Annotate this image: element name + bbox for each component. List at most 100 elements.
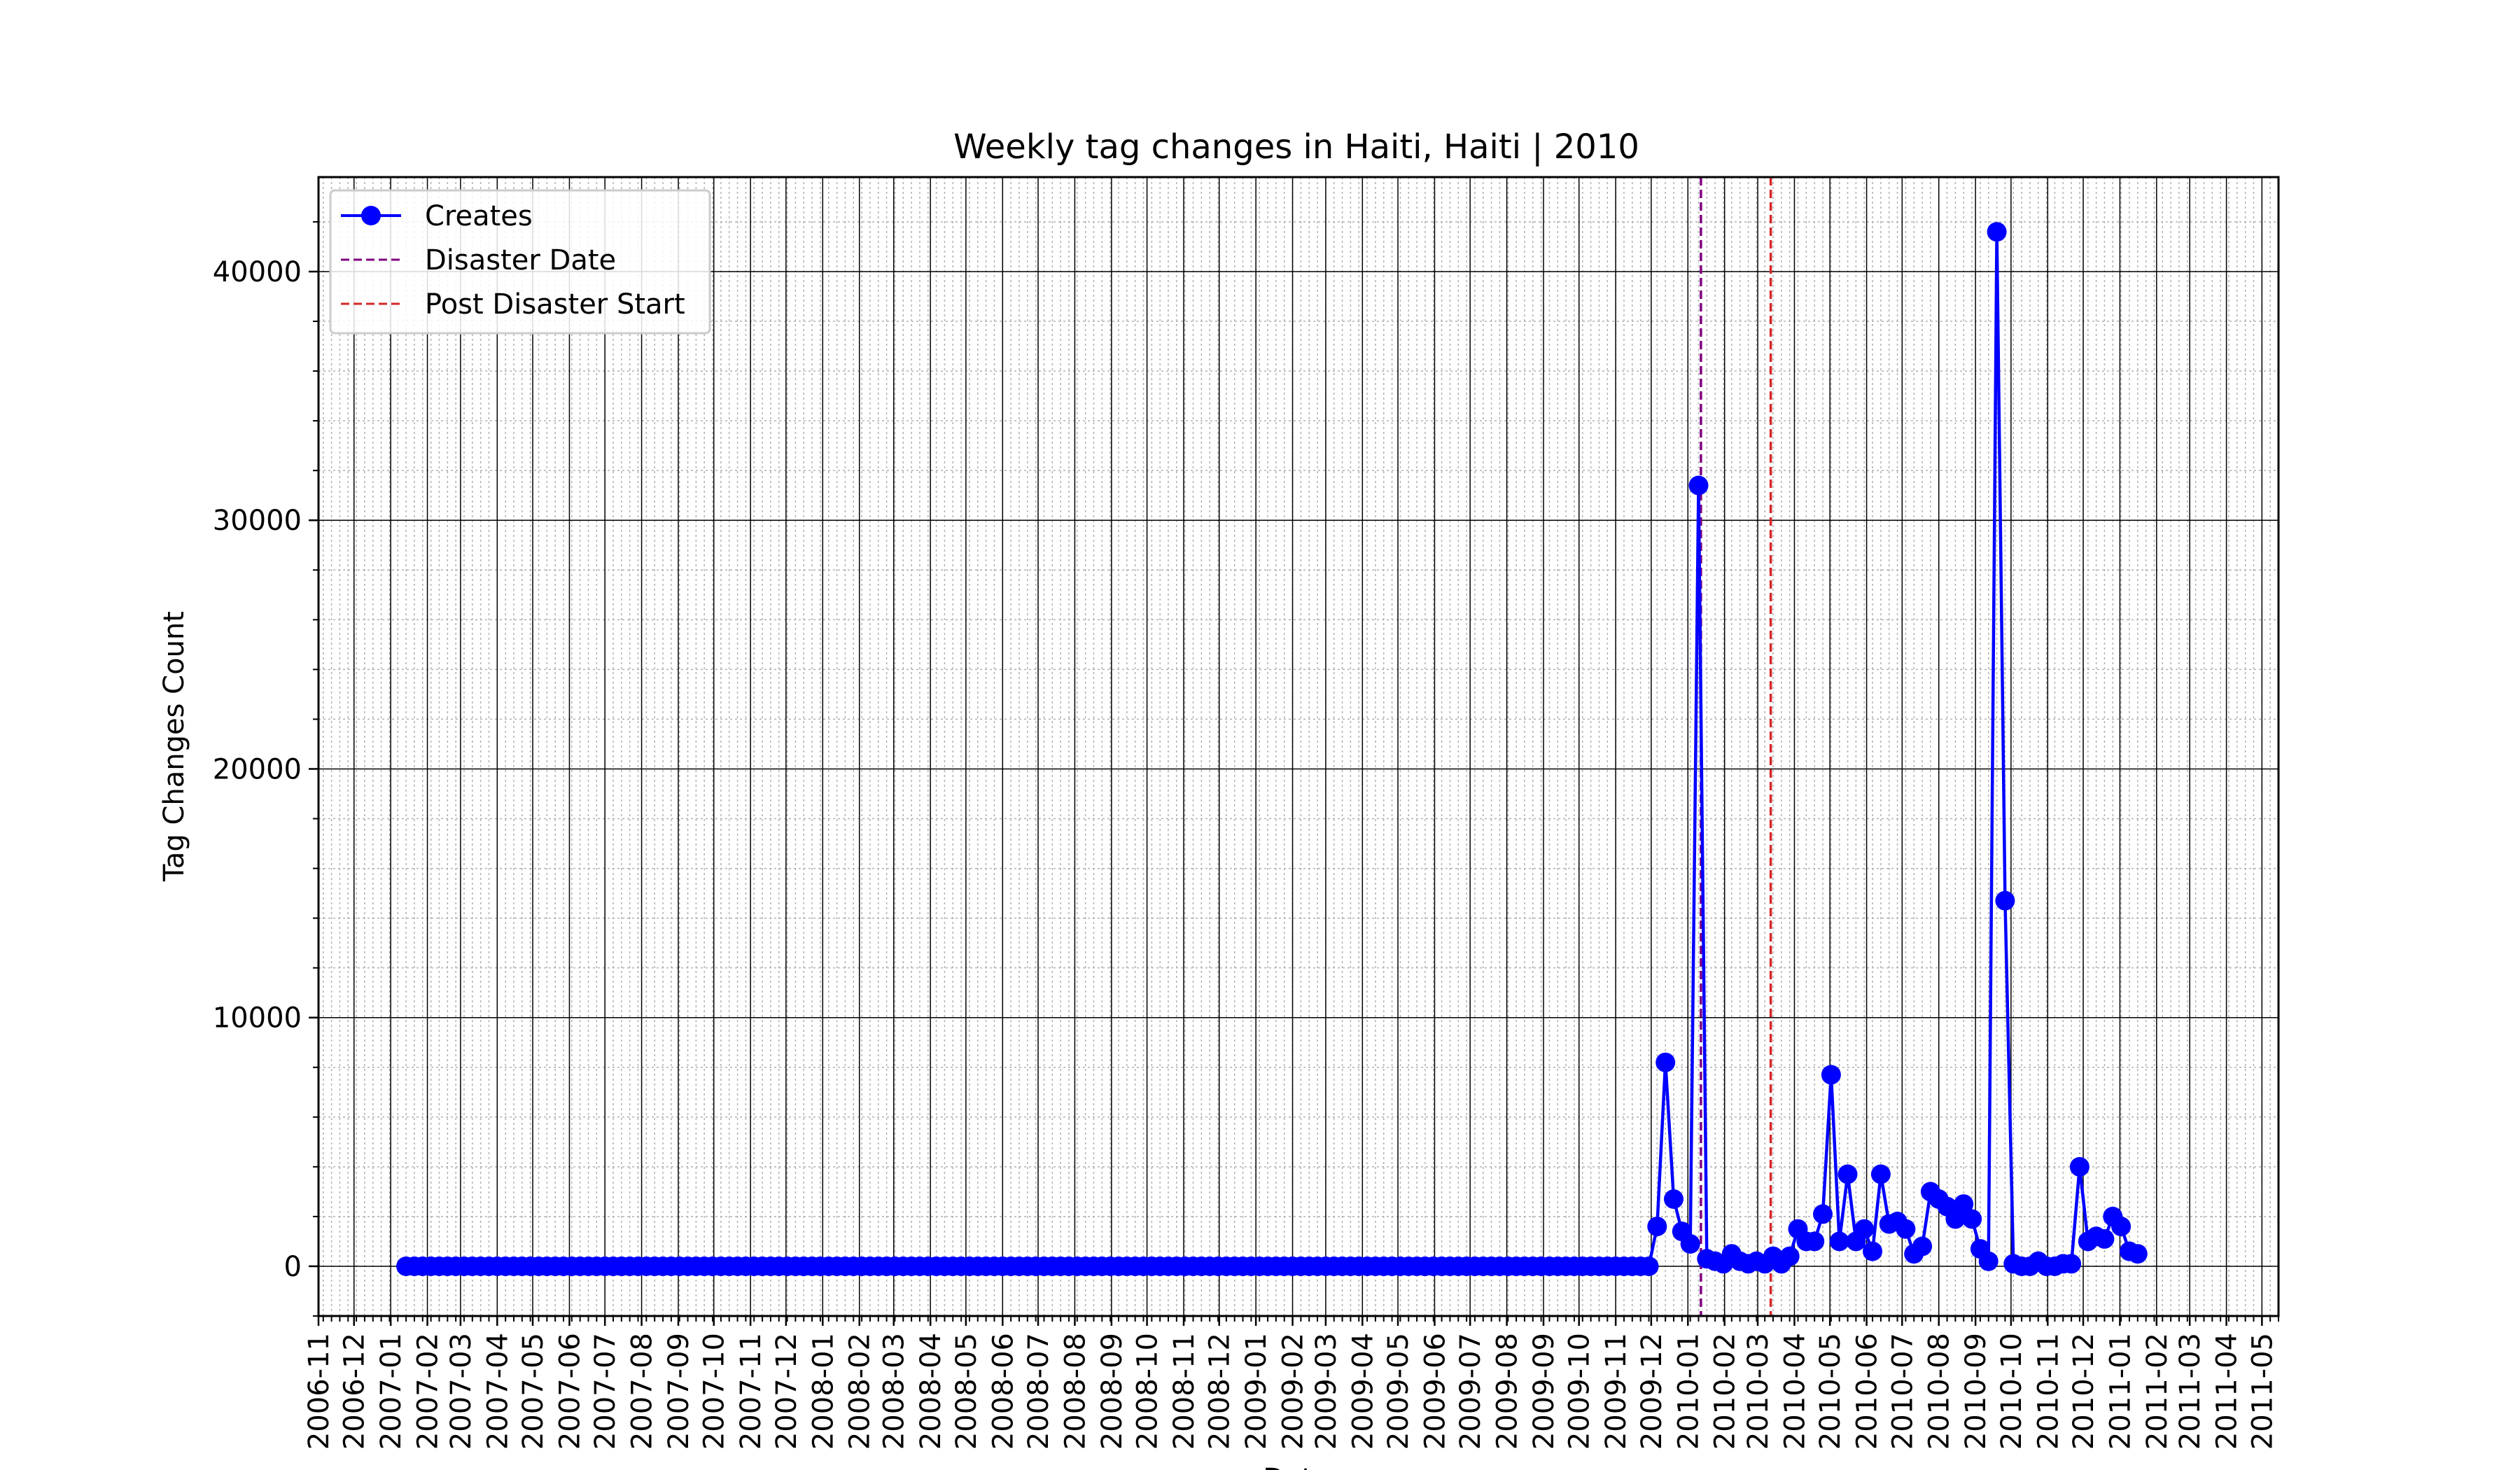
- data-point: [1805, 1231, 1825, 1252]
- data-point: [1995, 890, 2015, 911]
- x-tick-label: 2011-03: [2174, 1333, 2206, 1450]
- x-tick-label: 2009-03: [1310, 1333, 1343, 1450]
- x-tick-label: 2009-06: [1419, 1333, 1451, 1450]
- data-point: [2094, 1228, 2115, 1249]
- legend-creates-label: Creates: [425, 200, 533, 232]
- data-point: [1779, 1246, 1800, 1266]
- series-creates: [396, 222, 2148, 1276]
- x-tick-label: 2007-10: [699, 1333, 731, 1450]
- x-tick-label: 2008-07: [1023, 1333, 1055, 1450]
- y-tick-label: 30000: [213, 505, 302, 537]
- x-tick-label: 2009-05: [1382, 1333, 1415, 1450]
- x-tick-label: 2009-11: [1600, 1333, 1632, 1450]
- x-tick-label: 2006-11: [303, 1333, 335, 1450]
- x-tick-label: 2010-08: [1924, 1333, 1956, 1450]
- x-tick-label: 2009-07: [1455, 1333, 1487, 1450]
- x-tick-label: 2010-10: [1996, 1333, 2028, 1450]
- axis-ticks: 2006-11 2006-12 2007-01 2007-02 2007-03 2007-…: [213, 220, 2279, 1450]
- x-tick-label: 2007-06: [554, 1333, 586, 1450]
- x-tick-label: 2010-03: [1742, 1333, 1774, 1450]
- data-point: [1680, 1234, 1700, 1254]
- y-axis-label: Tag Changes Count: [158, 611, 190, 882]
- data-point: [1987, 222, 2007, 242]
- chart-title: Weekly tag changes in Haiti, Haiti | 201…: [953, 127, 1639, 167]
- x-tick-label: 2007-09: [663, 1333, 695, 1450]
- x-tick-label: 2007-12: [771, 1333, 803, 1450]
- x-tick-label: 2009-08: [1492, 1333, 1524, 1450]
- data-point: [1912, 1236, 1933, 1256]
- data-point: [2062, 1254, 2082, 1274]
- x-tick-label: 2010-06: [1851, 1333, 1884, 1450]
- legend-disaster-label: Disaster Date: [425, 244, 616, 276]
- x-tick-label: 2009-04: [1347, 1333, 1379, 1450]
- x-tick-label: 2006-12: [339, 1333, 371, 1450]
- x-tick-label: 2011-04: [2211, 1333, 2244, 1450]
- x-tick-label: 2008-02: [844, 1333, 876, 1450]
- data-point: [1688, 475, 1709, 496]
- x-tick-label: 2011-02: [2141, 1333, 2174, 1450]
- x-tick-label: 2010-01: [1672, 1333, 1704, 1450]
- data-point: [1954, 1194, 1974, 1214]
- x-tick-label: 2011-05: [2246, 1333, 2278, 1450]
- data-point: [1829, 1231, 1849, 1252]
- x-tick-label: 2010-07: [1886, 1333, 1919, 1450]
- x-tick-label: 2009-12: [1636, 1333, 1668, 1450]
- x-tick-label: 2009-10: [1564, 1333, 1596, 1450]
- data-point: [1962, 1209, 1982, 1229]
- x-tick-label: 2008-08: [1059, 1333, 1091, 1450]
- legend-post-disaster-label: Post Disaster Start: [425, 288, 685, 321]
- data-point: [1821, 1065, 1841, 1085]
- grid-lines: [318, 177, 2279, 1317]
- x-tick-label: 2008-06: [987, 1333, 1019, 1450]
- x-tick-label: 2007-08: [626, 1333, 659, 1450]
- data-point: [2127, 1244, 2148, 1264]
- x-tick-label: 2007-07: [589, 1333, 622, 1450]
- data-point: [1863, 1241, 1882, 1261]
- x-tick-label: 2007-01: [375, 1333, 407, 1450]
- x-tick-label: 2010-05: [1814, 1333, 1847, 1450]
- x-tick-label: 2007-11: [735, 1333, 767, 1450]
- x-tick-label: 2008-03: [878, 1333, 911, 1450]
- x-tick-label: 2007-02: [412, 1333, 444, 1450]
- y-tick-label: 0: [284, 1251, 302, 1283]
- x-tick-label: 2008-05: [951, 1333, 983, 1450]
- y-tick-label: 10000: [213, 1002, 302, 1035]
- data-point: [1896, 1219, 1916, 1239]
- x-tick-label: 2008-09: [1096, 1333, 1128, 1450]
- plot-frame: [317, 176, 2280, 1317]
- data-point: [2069, 1156, 2090, 1177]
- x-tick-label: 2009-09: [1528, 1333, 1560, 1450]
- x-tick-label: 2010-09: [1960, 1333, 1992, 1450]
- x-tick-label: 2008-04: [915, 1333, 947, 1450]
- x-tick-label: 2010-04: [1779, 1333, 1811, 1450]
- data-point: [1813, 1204, 1833, 1224]
- legend-frame: [329, 189, 711, 335]
- x-tick-label: 2008-10: [1132, 1333, 1164, 1450]
- x-tick-label: 2008-11: [1168, 1333, 1200, 1450]
- x-tick-label: 2010-11: [2032, 1333, 2064, 1450]
- data-point: [2111, 1217, 2132, 1237]
- data-point: [1945, 1209, 1966, 1229]
- x-tick-label: 2008-12: [1204, 1333, 1236, 1450]
- x-tick-label: 2009-02: [1278, 1333, 1310, 1450]
- x-tick-label: 2009-01: [1240, 1333, 1273, 1450]
- y-tick-label: 20000: [213, 753, 302, 785]
- x-axis-label: Date: [1263, 1463, 1330, 1470]
- data-point: [1647, 1217, 1667, 1237]
- event-lines: [1700, 177, 1772, 1316]
- data-point: [1978, 1251, 1998, 1271]
- data-point: [1854, 1219, 1875, 1239]
- data-point: [1656, 1052, 1676, 1072]
- x-tick-label: 2007-05: [517, 1333, 550, 1450]
- data-point: [1837, 1164, 1858, 1184]
- y-tick-label: 40000: [213, 256, 302, 288]
- data-point: [1870, 1164, 1891, 1184]
- chart-legend: Creates Disaster Date Post Disaster Star…: [329, 189, 711, 335]
- data-point: [1639, 1256, 1659, 1276]
- x-tick-label: 2010-12: [2068, 1333, 2100, 1450]
- legend-creates-marker: [361, 206, 381, 225]
- x-tick-label: 2011-01: [2104, 1333, 2136, 1450]
- x-tick-label: 2007-03: [445, 1333, 477, 1450]
- x-tick-label: 2010-02: [1709, 1333, 1742, 1450]
